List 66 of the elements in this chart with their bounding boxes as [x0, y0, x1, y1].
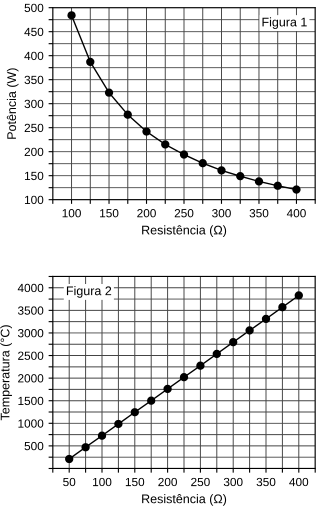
x-tick-label: 100: [93, 478, 112, 486]
point: [180, 150, 188, 159]
point: [278, 303, 287, 312]
point: [294, 291, 303, 300]
point: [245, 326, 254, 335]
point: [217, 166, 226, 175]
point: [292, 185, 301, 194]
y-tick-label: 250: [24, 124, 44, 132]
point: [198, 159, 207, 168]
point: [81, 443, 90, 452]
y-tick-label: 2500: [18, 352, 44, 360]
x-tick-label: 250: [191, 478, 210, 486]
y-tick-label: 1500: [18, 396, 44, 406]
point: [161, 140, 170, 149]
y-tick-label: 3000: [18, 328, 44, 338]
y-tick-label: 500: [24, 4, 44, 12]
y-tick-label: 400: [24, 52, 44, 60]
y-tick-label: 1000: [18, 419, 44, 428]
point: [147, 396, 156, 405]
point: [254, 177, 264, 186]
y-tick-label: 150: [24, 172, 44, 180]
point: [142, 127, 151, 136]
point: [262, 314, 270, 324]
x-tick-label: 200: [158, 478, 177, 486]
y-axis-title: Temperatura (°C): [0, 325, 12, 420]
x-tick-label: 300: [212, 209, 231, 218]
y-tick-label: 100: [24, 196, 44, 204]
x-tick-label: 350: [256, 478, 276, 486]
point: [114, 420, 123, 428]
y-tick-label: 450: [24, 28, 44, 36]
point: [86, 58, 94, 66]
y-tick-label: 350: [24, 76, 44, 84]
y-tick-label: 300: [24, 100, 44, 108]
x-tick-label: 250: [174, 209, 194, 218]
point: [274, 182, 282, 190]
annotation: Figura 2: [66, 286, 112, 298]
y-axis-title: Potência (W): [6, 68, 19, 139]
point: [180, 373, 188, 382]
x-tick-label: 150: [100, 209, 118, 218]
x-tick-label: 300: [224, 478, 243, 486]
point: [124, 110, 132, 119]
point: [67, 11, 76, 20]
point: [130, 408, 139, 416]
x-tick-label: 50: [63, 478, 76, 486]
x-tick-label: 350: [250, 209, 268, 218]
point: [236, 172, 244, 180]
x-tick-label: 400: [289, 478, 308, 486]
y-tick-label: 500: [24, 442, 44, 450]
x-axis-title: Resistência (Ω): [142, 225, 226, 237]
annotation: Figura 1: [262, 17, 307, 29]
x-tick-label: 200: [137, 209, 156, 218]
x-tick-label: 150: [126, 478, 144, 486]
x-axis-title: Resistência (Ω): [142, 494, 226, 506]
point: [196, 362, 205, 370]
point: [98, 432, 106, 440]
point: [212, 350, 221, 358]
point: [229, 338, 238, 346]
point: [65, 454, 74, 464]
y-tick-label: 200: [24, 148, 44, 156]
y-tick-label: 3500: [18, 306, 44, 315]
point: [163, 384, 172, 394]
x-tick-label: 400: [286, 209, 306, 218]
point: [104, 88, 114, 97]
y-tick-label: 2000: [18, 374, 44, 383]
y-tick-label: 4000: [18, 284, 44, 292]
x-tick-label: 100: [62, 209, 81, 218]
